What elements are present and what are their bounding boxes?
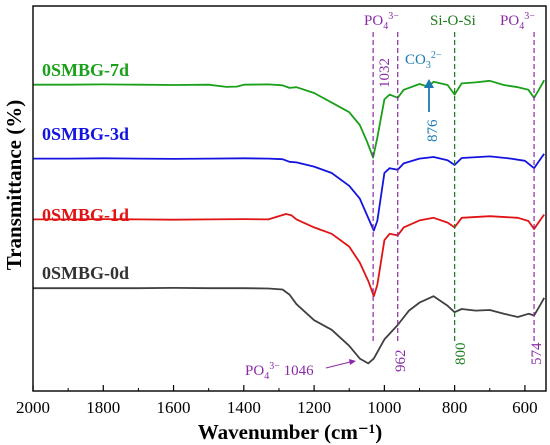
series-layer: [33, 79, 545, 365]
x-tick-label-600: 600: [512, 398, 538, 417]
series-label-1d: 0SMBG-1d: [42, 205, 129, 225]
label-574: 574: [529, 342, 545, 365]
series-label-0d: 0SMBG-0d: [42, 263, 129, 283]
label-si-o-si: Si-O-Si: [430, 13, 476, 29]
x-tick-label-1200: 1200: [297, 398, 331, 417]
x-tick-label-800: 800: [442, 398, 468, 417]
label-po4-top-left: PO43−: [364, 11, 399, 32]
y-axis-title: Transmittance (%): [2, 100, 26, 271]
x-axis-title: Wavenumber (cm⁻¹): [198, 420, 382, 444]
x-tick-label-1000: 1000: [367, 398, 401, 417]
x-axis-ticks: 2000 1800 1600 1400 1200 1000 800 600: [16, 385, 538, 417]
series-label-7d: 0SMBG-7d: [42, 60, 129, 80]
arrow-876-icon: [424, 79, 434, 112]
label-962: 962: [393, 350, 409, 373]
series-line-1: [33, 153, 545, 232]
series-label-3d: 0SMBG-3d: [42, 124, 129, 144]
plot-frame: [32, 5, 547, 392]
series-line-0: [33, 79, 545, 159]
series-line-2: [33, 213, 545, 298]
label-800: 800: [453, 343, 469, 366]
reference-lines: [372, 32, 535, 343]
x-tick-label-2000: 2000: [16, 398, 50, 417]
label-1032: 1032: [377, 58, 393, 88]
series-line-3: [33, 287, 545, 365]
label-po4-1046: PO43− 1046: [245, 361, 314, 382]
label-po4-top-right: PO43−: [500, 11, 535, 32]
arrow-1046-icon: [325, 359, 356, 369]
x-tick-label-1600: 1600: [157, 398, 191, 417]
label-876: 876: [425, 119, 441, 142]
x-tick-label-1400: 1400: [227, 398, 261, 417]
x-tick-label-1800: 1800: [86, 398, 120, 417]
label-co3: CO32−: [405, 50, 442, 71]
